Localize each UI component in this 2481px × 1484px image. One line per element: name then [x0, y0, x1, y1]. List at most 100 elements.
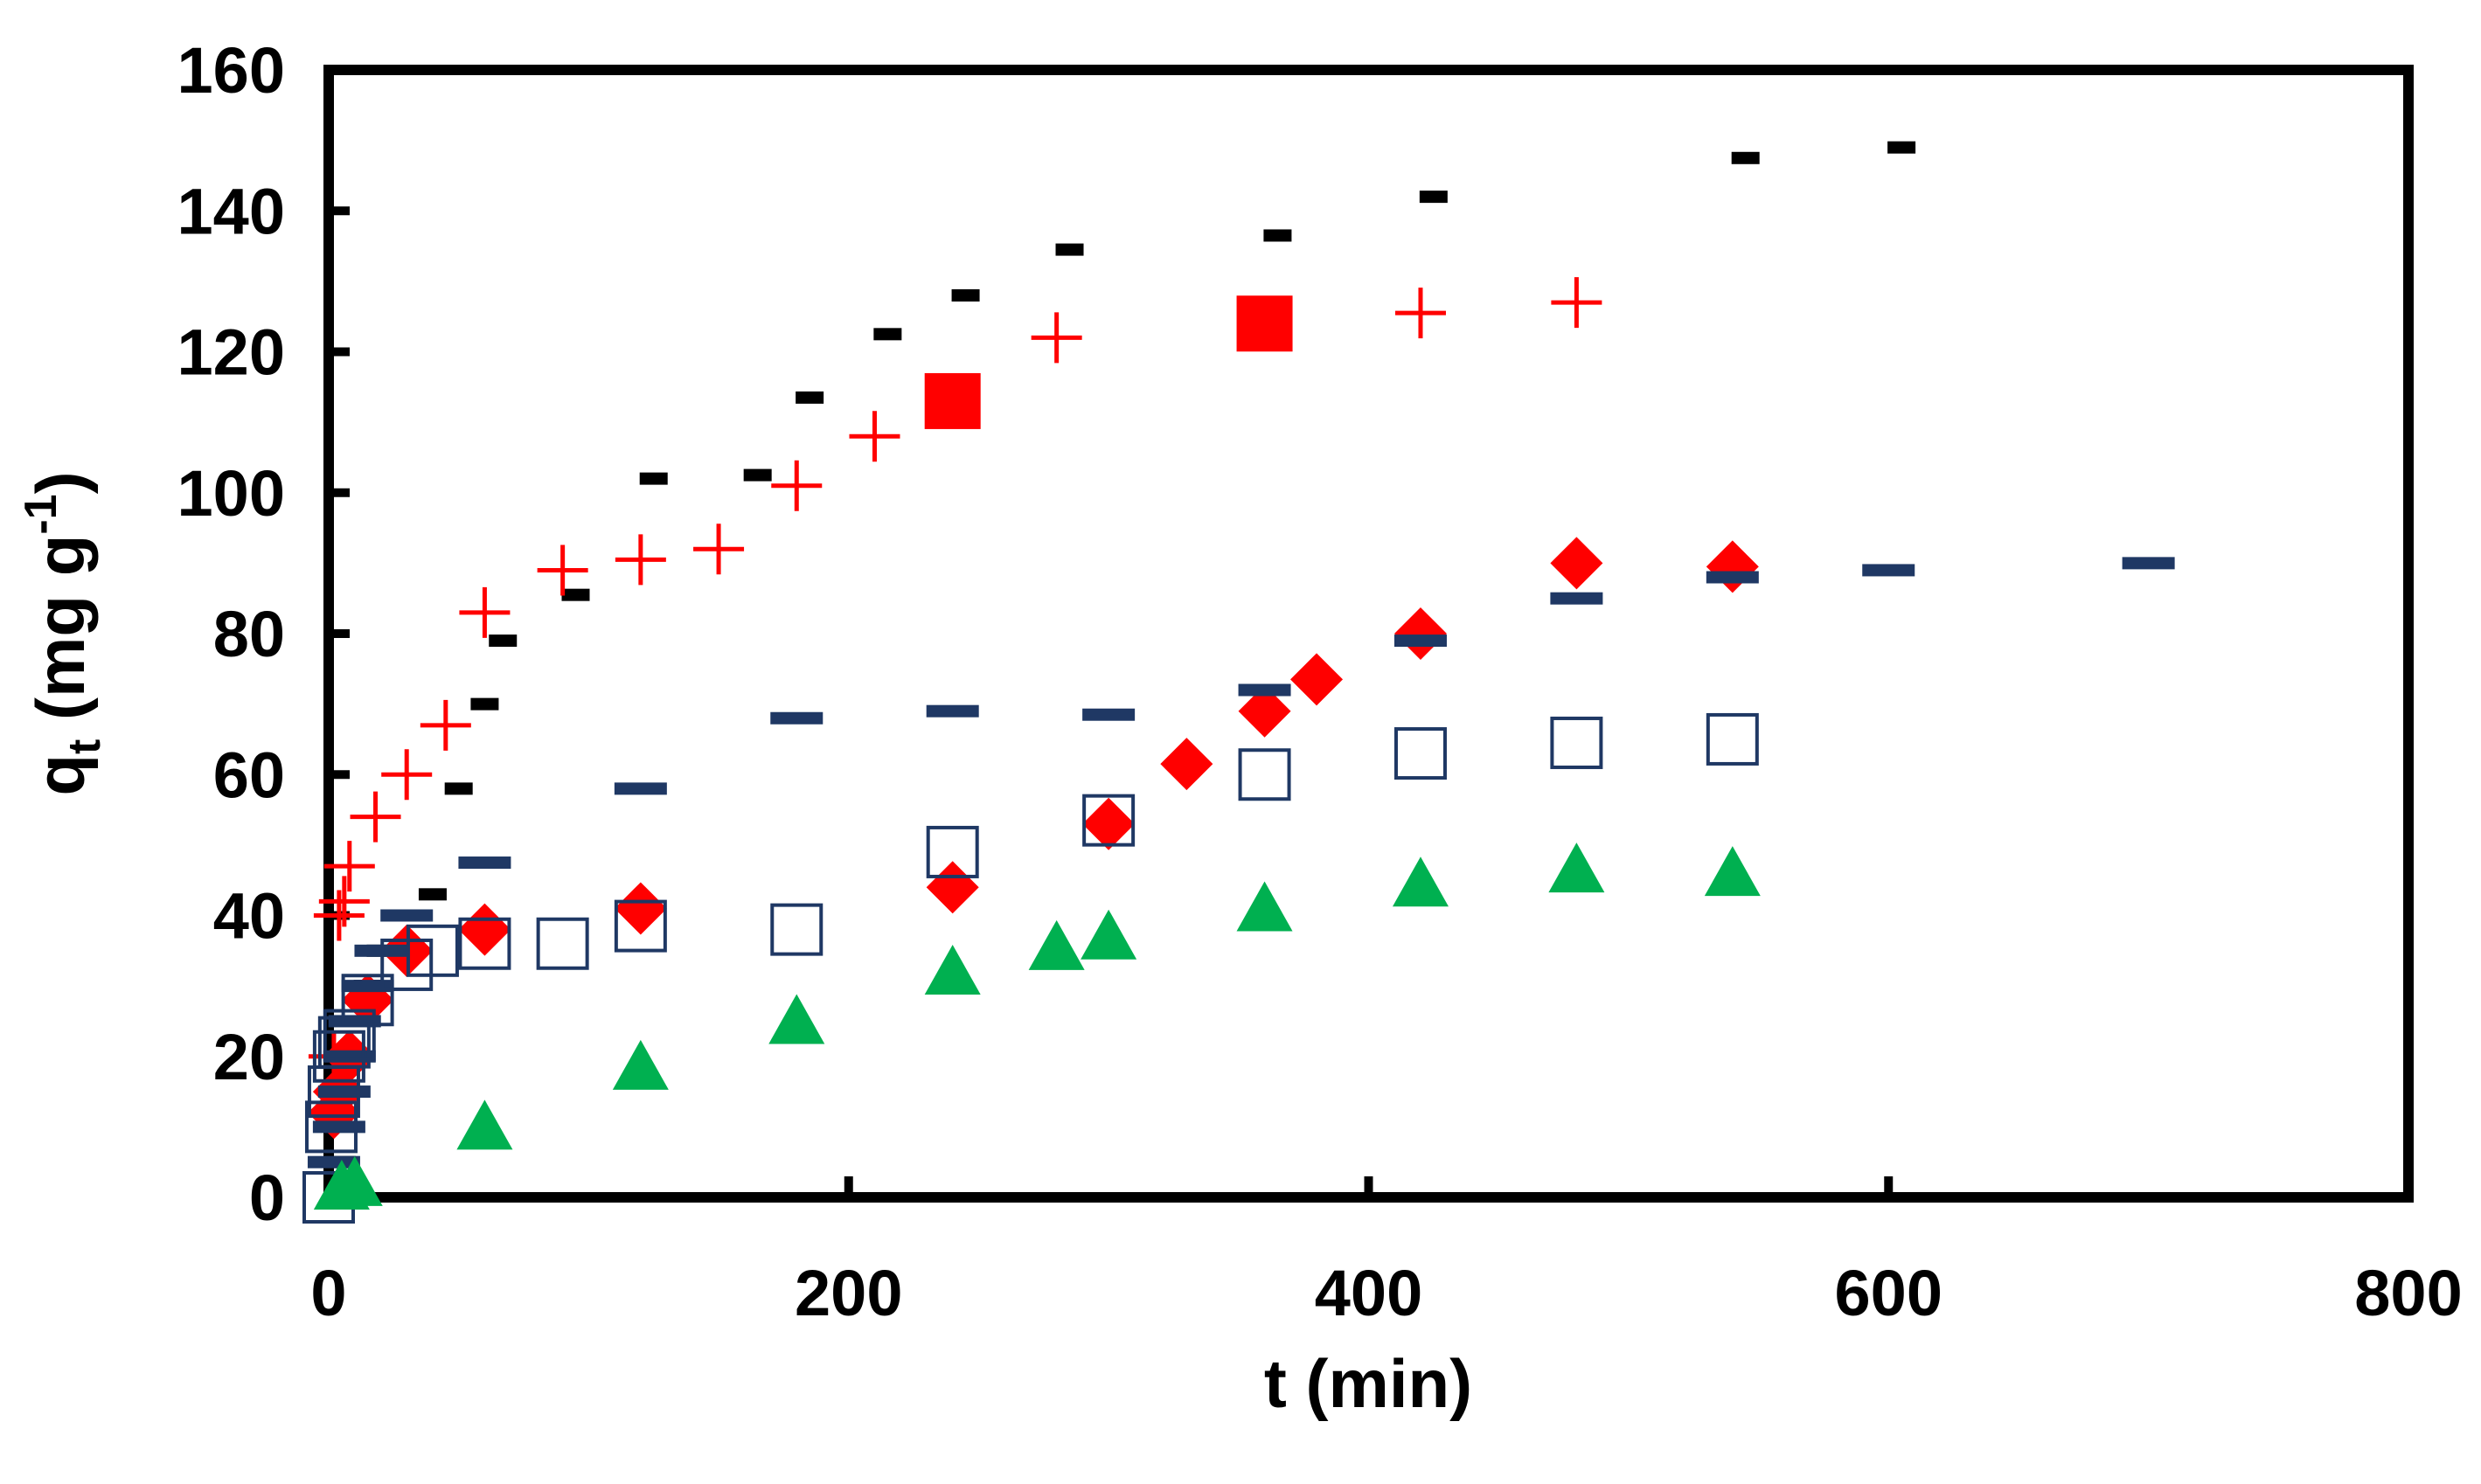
- x-axis-tick-labels: 0 200 400 600 800: [310, 1257, 2462, 1329]
- red-plus-point: [350, 791, 401, 843]
- black-dash-point: [1887, 141, 1916, 154]
- y-axis-title-subscript: t: [59, 739, 110, 754]
- black-dash-point: [1263, 229, 1292, 242]
- red-square-point: [1236, 295, 1293, 352]
- navy-open-square-point: [312, 1030, 365, 1083]
- red-diamond-point: [1393, 607, 1447, 660]
- red-plus-point: [693, 524, 745, 575]
- series-red-square: [924, 295, 1293, 429]
- black-dash-point: [796, 391, 824, 404]
- navy-dash-point: [1082, 708, 1136, 721]
- x-tick-label: 0: [310, 1257, 346, 1329]
- y-axis-title: qt (mg g-1): [16, 471, 110, 795]
- green-triangle-point: [1236, 881, 1293, 932]
- black-dash-point: [1419, 191, 1448, 204]
- red-diamond-point: [1550, 537, 1603, 590]
- navy-dash-point: [926, 704, 979, 718]
- black-dash-point: [444, 782, 473, 795]
- navy-open-square-point: [1238, 748, 1291, 801]
- black-dash-point: [470, 697, 499, 711]
- navy-dash-point: [770, 711, 824, 725]
- red-diamond-point: [1082, 797, 1136, 850]
- x-tick-label: 800: [2354, 1257, 2462, 1329]
- green-triangle-point: [924, 945, 981, 995]
- series-navy-open-square: [302, 712, 1759, 1224]
- black-dash-point: [418, 888, 447, 901]
- navy-dash-point: [614, 782, 667, 795]
- y-tick-label: 140: [177, 175, 285, 247]
- navy-open-square-point: [1393, 727, 1447, 780]
- black-dash-point: [951, 289, 980, 302]
- red-plus-point: [537, 544, 588, 596]
- navy-open-square-point: [304, 1100, 358, 1154]
- navy-open-square-point: [1706, 712, 1759, 766]
- navy-dash-point: [312, 1120, 365, 1134]
- red-plus-point: [381, 749, 433, 801]
- red-plus-point: [1551, 277, 1602, 329]
- black-dash-point: [639, 472, 668, 485]
- series-red-diamond: [307, 537, 1759, 1140]
- y-axis-title-superscript: -1: [16, 494, 66, 534]
- black-dash-point: [743, 468, 772, 482]
- navy-dash-point: [1393, 635, 1447, 648]
- green-triangle-point: [1028, 919, 1085, 970]
- y-tick-label: 20: [213, 1021, 285, 1093]
- y-axis-title-unit-close: ): [22, 471, 99, 494]
- x-axis-ticks: [844, 1176, 1894, 1197]
- green-triangle-point: [1548, 843, 1605, 893]
- navy-dash-point: [2122, 557, 2175, 570]
- green-triangle-point: [768, 994, 825, 1044]
- y-tick-label: 80: [213, 598, 285, 670]
- red-plus-point: [615, 534, 666, 586]
- navy-open-square-point: [1082, 794, 1136, 847]
- navy-open-square-point: [926, 825, 979, 878]
- black-dash-point: [489, 635, 518, 648]
- series-navy-dash: [307, 557, 2175, 1168]
- navy-open-square-point: [323, 1009, 376, 1062]
- red-diamond-point: [614, 882, 667, 935]
- plot-frame: [323, 65, 2414, 1203]
- navy-open-square-point: [458, 917, 511, 970]
- y-tick-label: 120: [177, 316, 285, 389]
- black-dash-point: [561, 588, 590, 601]
- green-triangle-point: [1704, 846, 1761, 897]
- red-diamond-point: [1238, 684, 1291, 738]
- red-plus-point: [420, 699, 471, 751]
- black-dash-point: [873, 328, 902, 341]
- y-tick-label: 160: [177, 34, 285, 107]
- y-axis-tick-labels: 0 20 40 60 80 100 120 140 160: [177, 34, 285, 1234]
- red-square-point: [924, 372, 981, 429]
- navy-open-square-point: [341, 974, 394, 1027]
- navy-dash-point: [1706, 571, 1759, 584]
- x-axis-title: t (min): [1264, 1345, 1472, 1422]
- navy-open-square-point: [406, 924, 459, 977]
- navy-open-square-point: [770, 903, 824, 956]
- series-black-dash: [327, 141, 1916, 1168]
- green-triangle-point: [456, 1099, 513, 1150]
- red-diamond-point: [926, 861, 979, 914]
- navy-dash-point: [1862, 564, 1915, 577]
- red-plus-point: [318, 876, 370, 927]
- y-tick-label: 60: [213, 739, 285, 811]
- y-tick-label: 40: [213, 880, 285, 953]
- navy-dash-point: [380, 909, 434, 922]
- x-tick-label: 400: [1315, 1257, 1422, 1329]
- red-plus-point: [323, 841, 375, 892]
- navy-dash-point: [458, 856, 511, 870]
- series-red-plus: [308, 277, 1602, 1082]
- navy-dash-point: [1238, 683, 1291, 697]
- series-green-triangle: [313, 843, 1761, 1210]
- x-tick-label: 200: [795, 1257, 902, 1329]
- data-series: [302, 141, 2175, 1224]
- navy-open-square-point: [1550, 716, 1603, 769]
- red-plus-point: [313, 890, 365, 941]
- y-tick-label: 0: [249, 1162, 285, 1234]
- red-diamond-point: [458, 903, 511, 956]
- red-diamond-point: [1290, 653, 1344, 706]
- red-plus-point: [459, 586, 511, 638]
- red-plus-point: [1031, 312, 1082, 364]
- red-plus-point: [1394, 288, 1446, 339]
- navy-open-square-point: [536, 917, 589, 970]
- red-diamond-point: [1160, 738, 1213, 791]
